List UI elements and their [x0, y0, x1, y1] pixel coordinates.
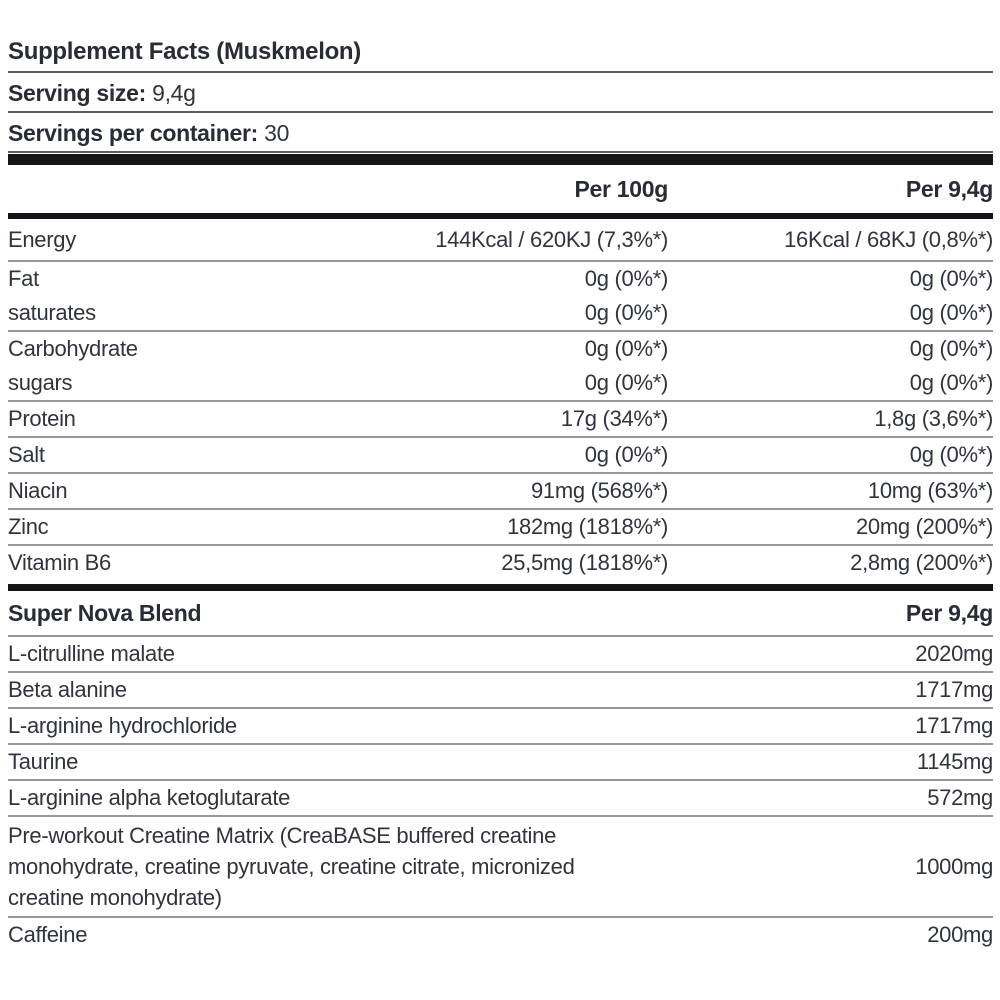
table-row: Fat 0g (0%*) 0g (0%*)	[8, 262, 993, 296]
nutrient-per-100g: 17g (34%*)	[560, 406, 668, 431]
table-row: saturates 0g (0%*) 0g (0%*)	[8, 296, 993, 332]
table-row: L-arginine hydrochloride 1717mg	[8, 709, 993, 745]
section-divider-bar	[8, 213, 993, 219]
nutrient-name: Vitamin B6	[8, 550, 111, 575]
blend-per-serving-header: Per 9,4g	[905, 600, 993, 626]
serving-size-row: Serving size: 9,4g	[8, 73, 993, 113]
ingredient-name: Caffeine	[8, 922, 88, 947]
ingredient-name: L-citrulline malate	[8, 641, 175, 666]
nutrient-per-100g: 144Kcal / 620KJ (7,3%*)	[435, 227, 668, 252]
nutrient-per-100g: 91mg (568%*)	[530, 478, 668, 503]
ingredient-name: Pre-workout Creatine Matrix (CreaBASE bu…	[8, 823, 575, 910]
nutrient-name: saturates	[8, 300, 96, 325]
nutrient-per-100g: 0g (0%*)	[584, 266, 669, 291]
nutrient-per-serving: 20mg (200%*)	[855, 514, 993, 539]
per-serving-header: Per 9,4g	[905, 175, 993, 202]
nutrient-name: sugars	[8, 370, 73, 395]
nutrient-per-serving: 0g (0%*)	[909, 300, 994, 325]
nutrient-per-serving: 16Kcal / 68KJ (0,8%*)	[784, 227, 993, 252]
nutrient-per-100g: 0g (0%*)	[584, 442, 669, 467]
table-row: Beta alanine 1717mg	[8, 673, 993, 709]
nutrient-per-100g: 182mg (1818%*)	[507, 514, 668, 539]
table-row: Energy 144Kcal / 620KJ (7,3%*) 16Kcal / …	[8, 219, 993, 262]
label-title: Supplement Facts (Muskmelon)	[8, 38, 993, 73]
serving-size-label: Serving size:	[8, 80, 146, 106]
table-row: Salt 0g (0%*) 0g (0%*)	[8, 438, 993, 474]
nutrient-name: Zinc	[8, 514, 49, 539]
nutrient-per-serving: 0g (0%*)	[909, 442, 994, 467]
table-row: Zinc 182mg (1818%*) 20mg (200%*)	[8, 510, 993, 546]
ingredient-name: Taurine	[8, 749, 79, 774]
supplement-facts-label: Supplement Facts (Muskmelon) Serving siz…	[8, 38, 994, 952]
ingredient-amount: 1000mg	[915, 853, 993, 879]
ingredient-amount: 1717mg	[915, 677, 993, 702]
servings-per-container-row: Servings per container: 30	[8, 113, 993, 153]
table-row: Vitamin B6 25,5mg (1818%*) 2,8mg (200%*)	[8, 546, 993, 584]
table-row: L-arginine alpha ketoglutarate 572mg	[8, 781, 993, 817]
servings-label: Servings per container:	[8, 120, 259, 146]
table-row: Carbohydrate 0g (0%*) 0g (0%*)	[8, 332, 993, 366]
nutrient-name: Salt	[8, 442, 45, 467]
per-100g-header: Per 100g	[574, 175, 669, 202]
table-row: sugars 0g (0%*) 0g (0%*)	[8, 366, 993, 402]
ingredient-name: Beta alanine	[8, 677, 127, 702]
nutrient-name: Niacin	[8, 478, 68, 503]
ingredient-amount: 1717mg	[915, 713, 993, 738]
table-row: Pre-workout Creatine Matrix (CreaBASE bu…	[8, 817, 993, 918]
ingredient-name: L-arginine alpha ketoglutarate	[8, 785, 291, 810]
serving-size-value: 9,4g	[146, 80, 196, 106]
nutrient-per-serving: 1,8g (3,6%*)	[874, 406, 993, 431]
nutrient-name: Fat	[8, 266, 39, 291]
nutrient-per-serving: 0g (0%*)	[909, 266, 994, 291]
section-divider-bar	[8, 584, 993, 591]
table-row: Caffeine 200mg	[8, 918, 993, 952]
nutrient-name: Protein	[8, 406, 76, 431]
table-row: Taurine 1145mg	[8, 745, 993, 781]
ingredient-amount: 2020mg	[915, 641, 993, 666]
ingredient-name: L-arginine hydrochloride	[8, 713, 237, 738]
ingredient-amount: 200mg	[927, 922, 993, 947]
nutrient-name: Energy	[8, 227, 76, 252]
nutrient-per-serving: 0g (0%*)	[909, 370, 994, 395]
nutrient-per-serving: 0g (0%*)	[909, 336, 994, 361]
table-row: Niacin 91mg (568%*) 10mg (63%*)	[8, 474, 993, 510]
blend-title: Super Nova Blend	[8, 600, 202, 626]
ingredient-amount: 572mg	[927, 785, 993, 810]
ingredient-amount: 1145mg	[916, 749, 993, 774]
nutrient-per-100g: 0g (0%*)	[584, 370, 669, 395]
nutrition-column-header: Per 100g Per 9,4g	[8, 165, 994, 213]
nutrient-per-serving: 2,8mg (200%*)	[850, 550, 993, 575]
table-row: Protein 17g (34%*) 1,8g (3,6%*)	[8, 402, 993, 438]
section-divider-double-bar	[8, 154, 993, 165]
nutrient-per-100g: 25,5mg (1818%*)	[501, 550, 668, 575]
nutrient-per-100g: 0g (0%*)	[584, 300, 669, 325]
servings-value: 30	[258, 120, 290, 146]
nutrient-per-serving: 10mg (63%*)	[867, 478, 993, 503]
table-row: L-citrulline malate 2020mg	[8, 637, 993, 673]
blend-section-header: Super Nova Blend Per 9,4g	[8, 591, 993, 637]
nutrient-per-100g: 0g (0%*)	[584, 336, 669, 361]
nutrient-name: Carbohydrate	[8, 336, 138, 361]
